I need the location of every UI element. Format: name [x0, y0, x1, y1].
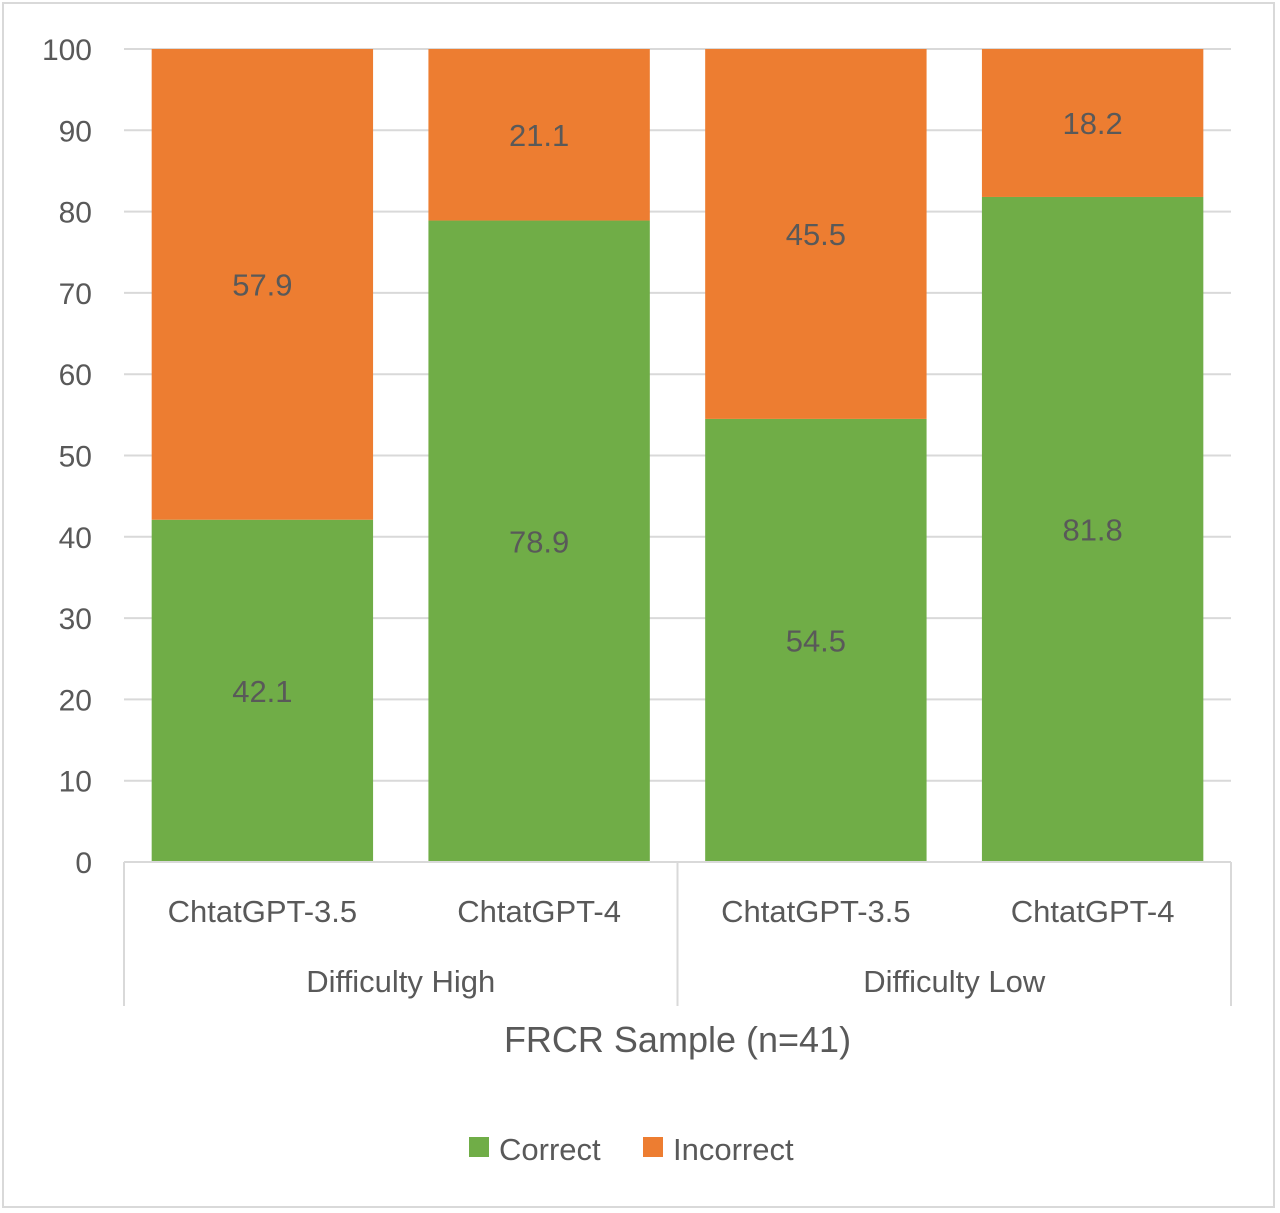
legend-label-incorrect: Incorrect [673, 1132, 794, 1167]
bar-correct-3 [705, 418, 927, 862]
data-label: 81.8 [1062, 512, 1122, 547]
data-label: 78.9 [509, 524, 569, 559]
y-tick-label: 60 [59, 359, 92, 392]
legend-swatch-correct [469, 1137, 489, 1157]
x-group-label: Difficulty Low [863, 964, 1046, 999]
x-category-label: ChtatGPT-3.5 [168, 894, 358, 929]
x-axis-title: FRCR Sample (n=41) [504, 1019, 851, 1060]
bar-correct-4 [981, 196, 1204, 862]
bars [151, 49, 1204, 863]
legend-label-correct: Correct [499, 1132, 601, 1167]
bar-correct-1 [151, 519, 374, 862]
bar-incorrect-1 [151, 49, 374, 520]
x-category-label: ChtatGPT-4 [457, 894, 621, 929]
data-label: 18.2 [1062, 106, 1122, 141]
x-axis: ChtatGPT-3.5 ChtatGPT-4 ChtatGPT-3.5 ChtatG… [123, 861, 1232, 1006]
y-tick-label: 20 [59, 684, 92, 717]
x-category-label: ChtatGPT-3.5 [721, 894, 911, 929]
bar-incorrect-3 [705, 49, 927, 419]
bar-incorrect-2 [428, 49, 650, 221]
y-tick-label: 30 [59, 603, 92, 636]
x-category-label: ChtatGPT-4 [1011, 894, 1175, 929]
y-tick-label: 10 [59, 766, 92, 799]
x-group-label: Difficulty High [306, 964, 495, 999]
y-axis-ticks: 0 10 20 30 40 50 60 70 80 90 100 [42, 34, 92, 880]
bar-correct-2 [428, 220, 650, 863]
data-labels: 42.1 57.9 78.9 21.1 54.5 45.5 81.8 18.2 [232, 106, 1123, 709]
legend: Correct Incorrect [469, 1132, 794, 1167]
y-tick-label: 80 [59, 197, 92, 230]
stacked-bar-chart: 0 10 20 30 40 50 60 70 80 90 100 42.1 57.9 78.9 21.1 5… [42, 34, 1232, 1167]
y-tick-label: 90 [59, 115, 92, 148]
y-tick-label: 40 [59, 522, 92, 555]
data-label: 54.5 [786, 623, 846, 658]
y-tick-label: 50 [59, 441, 92, 474]
y-tick-label: 0 [75, 847, 92, 880]
data-label: 42.1 [232, 674, 292, 709]
data-label: 57.9 [232, 267, 292, 302]
data-label: 45.5 [786, 217, 846, 252]
y-tick-label: 70 [59, 278, 92, 311]
data-label: 21.1 [509, 118, 569, 153]
bar-incorrect-4 [981, 49, 1204, 197]
legend-swatch-incorrect [643, 1137, 663, 1157]
y-tick-label: 100 [42, 34, 92, 67]
